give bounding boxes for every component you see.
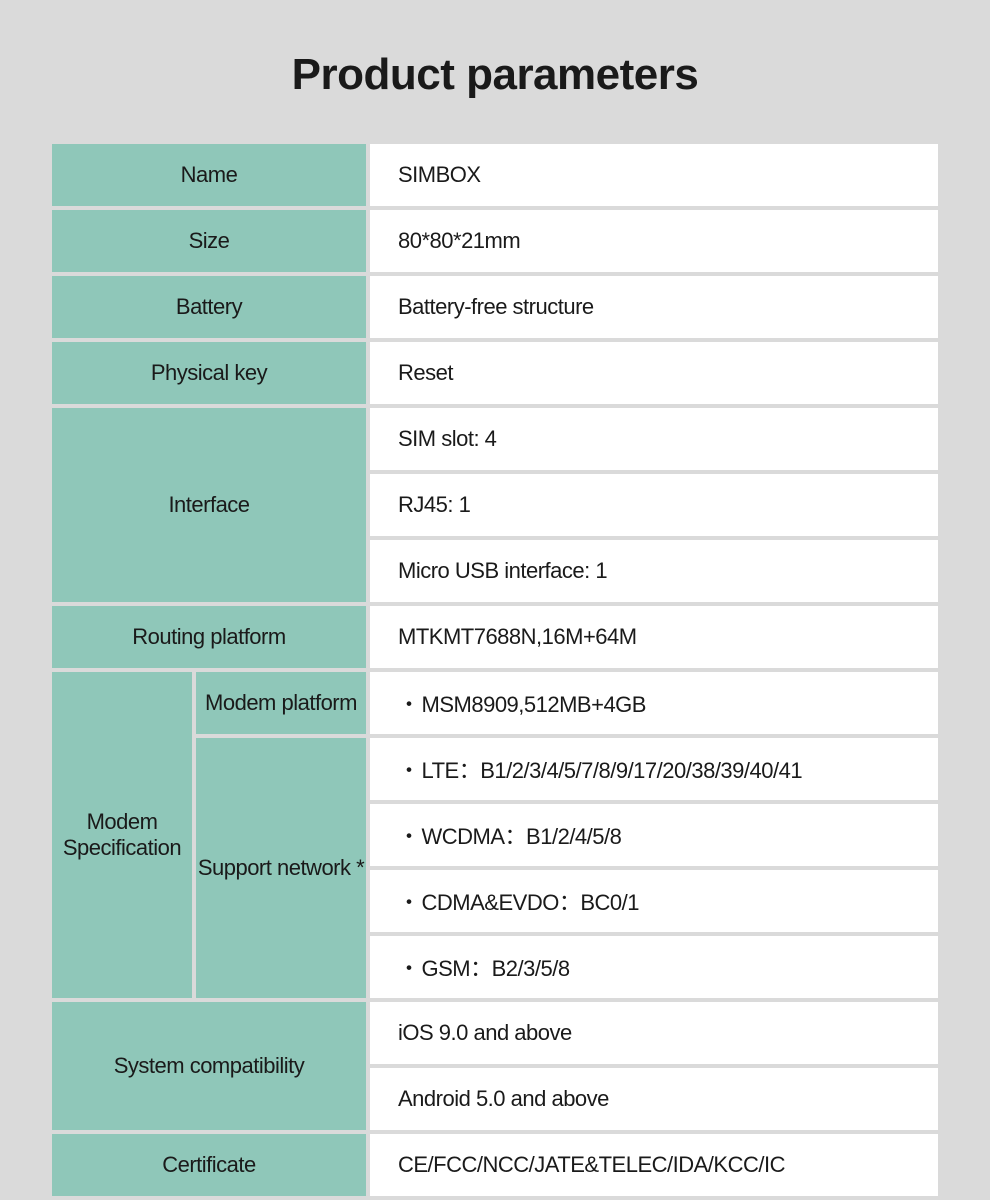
- label-physical-key: Physical key: [52, 342, 366, 404]
- spec-table: Name SIMBOX Size 80*80*21mm Battery Batt…: [48, 140, 942, 1200]
- label-modem-platform: Modem platform: [196, 672, 366, 734]
- table-row: Certificate CE/FCC/NCC/JATE&TELEC/IDA/KC…: [52, 1134, 938, 1196]
- label-certificate: Certificate: [52, 1134, 366, 1196]
- value-interface-2: Micro USB interface: 1: [370, 540, 938, 602]
- value-system-compat-0: iOS 9.0 and above: [370, 1002, 938, 1064]
- label-system-compat: System compatibility: [52, 1002, 366, 1130]
- label-support-network: Support network *: [196, 738, 366, 998]
- value-support-network-2: CDMA&EVDO：BC0/1: [370, 870, 938, 932]
- value-name: SIMBOX: [370, 144, 938, 206]
- table-row: System compatibility iOS 9.0 and above: [52, 1002, 938, 1064]
- value-interface-0: SIM slot: 4: [370, 408, 938, 470]
- table-row: Physical key Reset: [52, 342, 938, 404]
- value-system-compat-1: Android 5.0 and above: [370, 1068, 938, 1130]
- label-battery: Battery: [52, 276, 366, 338]
- value-support-network-0: LTE：B1/2/3/4/5/7/8/9/17/20/38/39/40/41: [370, 738, 938, 800]
- table-row: Routing platform MTKMT7688N,16M+64M: [52, 606, 938, 668]
- value-physical-key: Reset: [370, 342, 938, 404]
- value-routing-platform: MTKMT7688N,16M+64M: [370, 606, 938, 668]
- label-routing-platform: Routing platform: [52, 606, 366, 668]
- label-size: Size: [52, 210, 366, 272]
- table-row: Size 80*80*21mm: [52, 210, 938, 272]
- value-interface-1: RJ45: 1: [370, 474, 938, 536]
- page-title: Product parameters: [48, 50, 942, 100]
- table-row: Interface SIM slot: 4: [52, 408, 938, 470]
- table-row: Battery Battery-free structure: [52, 276, 938, 338]
- table-row: Modem Specification Modem platform MSM89…: [52, 672, 938, 734]
- label-name: Name: [52, 144, 366, 206]
- value-support-network-3: GSM：B2/3/5/8: [370, 936, 938, 998]
- table-row: Name SIMBOX: [52, 144, 938, 206]
- value-size: 80*80*21mm: [370, 210, 938, 272]
- value-battery: Battery-free structure: [370, 276, 938, 338]
- label-interface: Interface: [52, 408, 366, 602]
- label-modem-spec: Modem Specification: [52, 672, 192, 998]
- value-certificate: CE/FCC/NCC/JATE&TELEC/IDA/KCC/IC: [370, 1134, 938, 1196]
- value-modem-platform: MSM8909,512MB+4GB: [370, 672, 938, 734]
- value-support-network-1: WCDMA：B1/2/4/5/8: [370, 804, 938, 866]
